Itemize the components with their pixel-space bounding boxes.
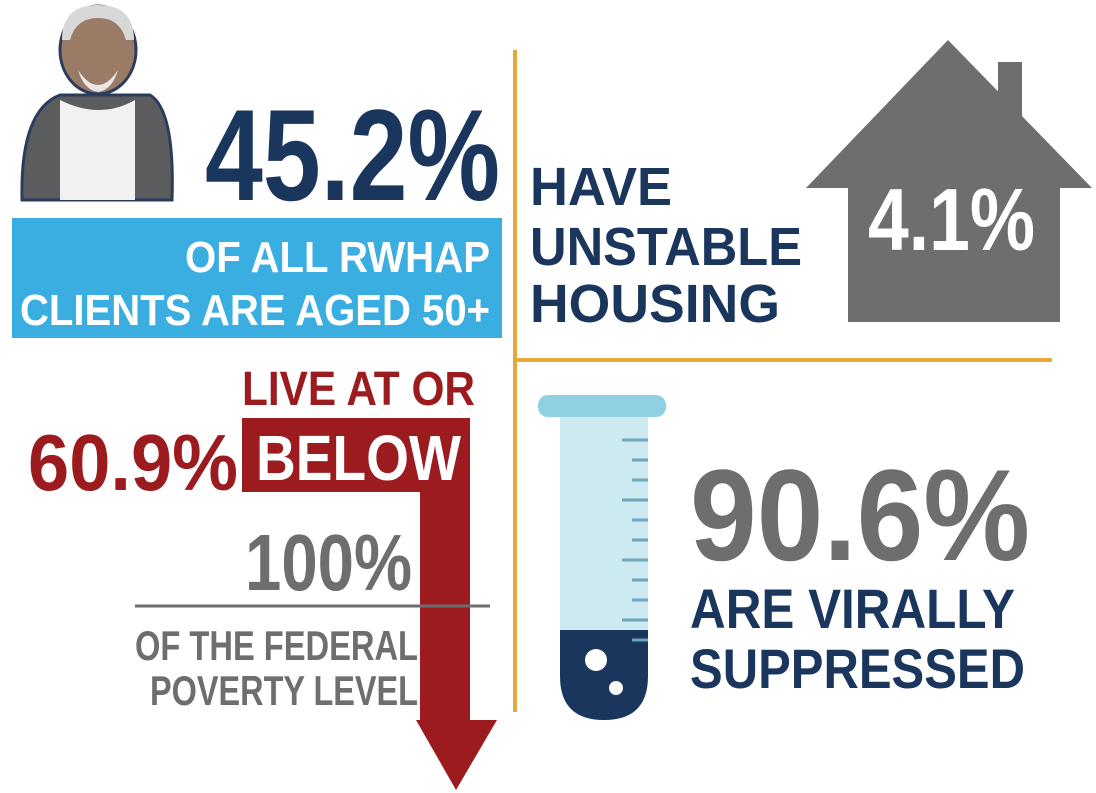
infographic: 45.2% OF ALL RWHAP CLIENTS ARE AGED 50+ … <box>0 0 1096 793</box>
housing-text: HAVE <box>530 157 672 217</box>
viral-percent: 90.6% <box>690 442 1030 588</box>
viral-text: ARE VIRALLY <box>690 577 1015 640</box>
person-icon <box>22 5 172 200</box>
age-percent: 45.2% <box>205 82 500 228</box>
poverty-percent: 60.9% <box>28 418 238 507</box>
housing-percent: 4.1% <box>868 170 1035 269</box>
poverty-text: BELOW <box>256 422 462 494</box>
housing-text: HOUSING <box>530 274 780 334</box>
poverty-footer: POVERTY LEVEL <box>150 667 418 714</box>
age-text: OF ALL RWHAP <box>185 233 490 282</box>
viral-text: SUPPRESSED <box>690 637 1025 700</box>
poverty-threshold: 100% <box>245 518 412 607</box>
test-tube-icon <box>538 395 666 720</box>
age-text: CLIENTS ARE AGED 50+ <box>20 286 490 335</box>
poverty-text: LIVE AT OR <box>242 363 475 416</box>
housing-text: UNSTABLE <box>530 217 802 277</box>
poverty-footer: OF THE FEDERAL <box>135 622 418 669</box>
